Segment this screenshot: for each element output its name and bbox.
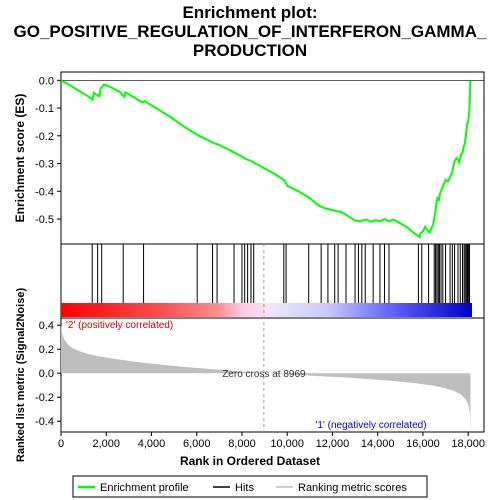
legend-label-hits: Hits	[235, 482, 254, 494]
chart-title-line: GO_POSITIVE_REGULATION_OF_INTERFERON_GAM…	[14, 22, 487, 41]
chart-title-line: Enrichment plot:	[182, 3, 317, 22]
x-tick-label: 8,000	[228, 438, 256, 450]
metric-y-tick-label: 0.2	[39, 344, 54, 356]
legend: Enrichment profile Hits Ranking metric s…	[72, 475, 428, 498]
x-axis-label: Rank in Ordered Dataset	[180, 454, 320, 468]
metric-y-axis-label: Ranked list metric (Signal2Noise)	[15, 288, 27, 463]
positive-correlation-label: '2' (positively correlated)	[66, 320, 173, 331]
es-y-ticks: 0.0 -0.1 -0.2 -0.3 -0.4 -0.5	[35, 75, 61, 226]
x-tick-label: 18,000	[451, 438, 485, 450]
hits-panel	[60, 243, 485, 319]
metric-panel: Zero cross at 8969 '2' (positively corre…	[15, 244, 485, 468]
metric-y-tick-label: 0.4	[39, 320, 54, 332]
metric-y-ticks: 0.4 0.2 0.0 -0.2 -0.4	[35, 320, 61, 428]
x-tick-label: 4,000	[138, 438, 166, 450]
negative-correlation-label: '1' (negatively correlated)	[315, 420, 426, 431]
legend-box	[72, 475, 428, 498]
x-tick-label: 16,000	[406, 438, 440, 450]
es-y-axis-label: Enrichment score (ES)	[13, 94, 27, 223]
chart-title-line: PRODUCTION	[193, 41, 307, 60]
hit-lines	[91, 244, 471, 303]
x-tick-label: 12,000	[316, 438, 350, 450]
legend-label-ranking-metric: Ranking metric scores	[298, 482, 407, 494]
x-tick-label: 14,000	[361, 438, 395, 450]
metric-y-tick-label: -0.2	[35, 392, 54, 404]
enrichment-profile-line	[60, 79, 472, 239]
es-y-tick-label: -0.3	[35, 159, 54, 171]
es-y-tick-label: -0.5	[35, 214, 54, 226]
chart-title: Enrichment plot: GO_POSITIVE_REGULATION_O…	[14, 3, 487, 60]
es-y-tick-label: -0.2	[35, 131, 54, 143]
es-y-tick-label: -0.4	[35, 186, 54, 198]
es-y-tick-label: -0.1	[35, 103, 54, 115]
x-tick-label: 2,000	[92, 438, 120, 450]
x-tick-label: 0	[58, 438, 64, 450]
metric-y-tick-label: 0.0	[39, 368, 54, 380]
es-panel: 0.0 -0.1 -0.2 -0.3 -0.4 -0.5 Enrichment score…	[13, 71, 485, 245]
x-tick-label: 6,000	[183, 438, 211, 450]
x-axis-ticks: 0 2,000 4,000 6,000 8,000 10,000 12,000 14,000 1…	[58, 432, 485, 450]
metric-y-tick-label: -0.4	[35, 416, 54, 428]
zero-cross-label: Zero cross at 8969	[222, 369, 306, 380]
ranking-metric-area	[61, 325, 471, 431]
legend-label-enrichment-profile: Enrichment profile	[100, 482, 189, 494]
rank-color-bar	[61, 303, 472, 317]
es-y-tick-label: 0.0	[39, 75, 54, 87]
x-tick-label: 10,000	[270, 438, 304, 450]
es-plot-frame	[60, 71, 485, 245]
